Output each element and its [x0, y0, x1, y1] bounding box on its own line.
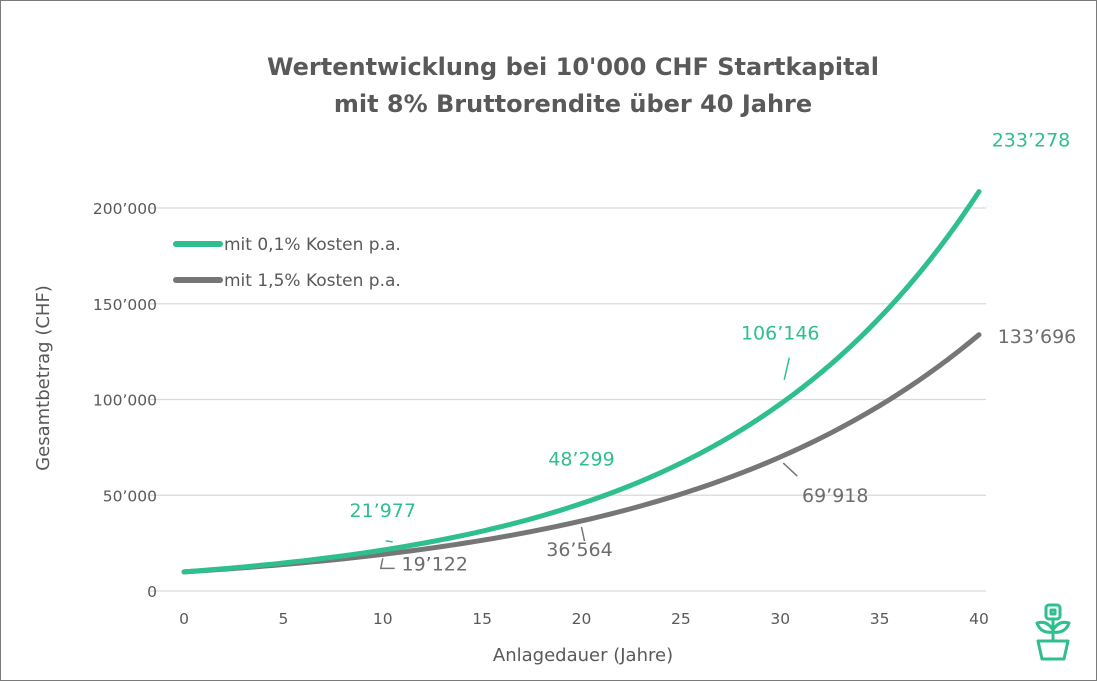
- leader-line: [379, 558, 395, 570]
- chart-title: Wertentwicklung bei 10'000 CHF Startkapi…: [267, 53, 879, 118]
- y-tick-label: 100’000: [93, 392, 157, 410]
- data-label: 19’122: [402, 553, 468, 575]
- x-axis-ticks: 0 5 10 15 20 25 30 35 40: [179, 610, 989, 628]
- y-axis-ticks: 0 50’000 100’000 150’000 200’000: [93, 200, 157, 601]
- data-label: 106’146: [741, 323, 820, 345]
- x-tick-label: 40: [969, 610, 989, 628]
- plant-pot-logo: [1035, 603, 1071, 661]
- y-axis-title: Gesamtbetrag (CHF): [33, 285, 54, 471]
- x-tick-label: 5: [278, 610, 288, 628]
- data-labels: 21’977 48’299 106’146 233’278 19’122 36’564 69…: [350, 129, 1077, 575]
- x-tick-label: 20: [572, 610, 592, 628]
- logo-pot: [1036, 639, 1070, 661]
- x-tick-label: 10: [373, 610, 393, 628]
- leader-line: [385, 540, 393, 543]
- x-tick-label: 25: [671, 610, 691, 628]
- data-label-leaders: [379, 357, 798, 570]
- y-tick-label: 200’000: [93, 200, 157, 218]
- data-label: 133’696: [998, 326, 1077, 348]
- series-lines: [181, 189, 982, 575]
- logo-leaf-left: [1035, 620, 1055, 634]
- gridlines: [150, 207, 986, 592]
- logo-leaf-right: [1051, 620, 1071, 634]
- legend-label-high-cost: mit 1,5% Kosten p.a.: [224, 271, 401, 291]
- data-label: 36’564: [546, 539, 612, 561]
- data-label: 69’918: [802, 485, 868, 507]
- x-tick-label: 30: [770, 610, 790, 628]
- data-label: 21’977: [350, 500, 416, 522]
- x-tick-label: 0: [179, 610, 189, 628]
- x-tick-label: 15: [472, 610, 492, 628]
- leader-line: [580, 526, 586, 542]
- y-tick-label: 50’000: [103, 487, 157, 505]
- series-line-low-cost: [181, 189, 982, 575]
- legend-label-low-cost: mit 0,1% Kosten p.a.: [224, 235, 401, 255]
- x-tick-label: 35: [870, 610, 890, 628]
- x-axis-title: Anlagedauer (Jahre): [493, 645, 673, 666]
- leader-line: [782, 462, 798, 477]
- chart-title-line-2: mit 8% Bruttorendite über 40 Jahre: [334, 90, 812, 118]
- y-tick-label: 150’000: [93, 296, 157, 314]
- leader-line: [783, 357, 790, 380]
- data-label: 233’278: [992, 129, 1071, 151]
- y-tick-label: 0: [147, 583, 157, 601]
- legend: mit 0,1% Kosten p.a. mit 1,5% Kosten p.a…: [173, 235, 401, 291]
- chart-title-line-1: Wertentwicklung bei 10'000 CHF Startkapi…: [267, 53, 879, 81]
- logo-flower-head: [1044, 603, 1062, 621]
- logo-flower-center: [1049, 608, 1057, 616]
- data-label: 48’299: [548, 449, 614, 471]
